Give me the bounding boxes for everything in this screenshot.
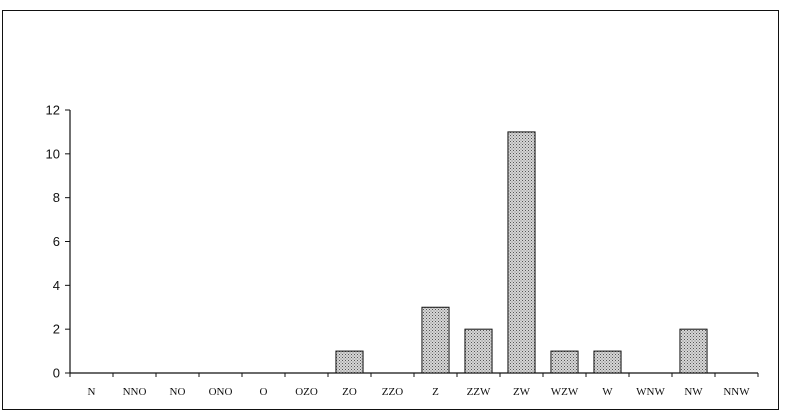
x-tick-label-wzw: WZW xyxy=(551,386,579,398)
y-tick-label: 8 xyxy=(53,190,60,205)
bar-nw xyxy=(679,328,708,374)
bar-zw xyxy=(507,131,536,374)
bar-zzw xyxy=(464,328,493,374)
y-tick-label: 12 xyxy=(46,103,60,118)
bars-group xyxy=(335,131,708,374)
x-tick-label-o: O xyxy=(260,386,268,398)
x-tick-label-z: Z xyxy=(432,386,439,398)
y-tick-label: 6 xyxy=(53,234,60,249)
x-tick-label-no: NO xyxy=(170,386,186,398)
bar-wzw xyxy=(550,350,579,374)
x-tick-label-n: N xyxy=(88,386,96,398)
x-tick-label-ono: ONO xyxy=(209,386,233,398)
x-tick-label-zo: ZO xyxy=(342,386,357,398)
x-tick-label-zzw: ZZW xyxy=(467,386,491,398)
axes xyxy=(65,109,759,377)
y-tick-label: 2 xyxy=(53,322,60,337)
bar-w xyxy=(593,350,622,374)
x-tick-label-wnw: WNW xyxy=(636,386,665,398)
x-tick-label-w: W xyxy=(602,386,613,398)
x-tick-label-ozo: OZO xyxy=(295,386,318,398)
chart-frame xyxy=(2,10,779,410)
y-tick-label: 10 xyxy=(46,146,60,161)
y-tick-label: 0 xyxy=(53,366,60,381)
labels-group: 0 2 4 6 8 10 12 N NNO NO ONO O OZO ZO ZZO Z ZZW ZW WZW W WNW… xyxy=(46,103,751,399)
x-tick-label-nno: NNO xyxy=(123,386,147,398)
x-tick-label-nnw: NNW xyxy=(723,386,750,398)
bar-zo xyxy=(335,350,364,374)
x-tick-label-zw: ZW xyxy=(513,386,531,398)
x-tick-label-nw: NW xyxy=(684,386,703,398)
bar-z xyxy=(421,306,450,374)
x-tick-label-zzo: ZZO xyxy=(382,386,403,398)
y-tick-label: 4 xyxy=(53,278,60,293)
